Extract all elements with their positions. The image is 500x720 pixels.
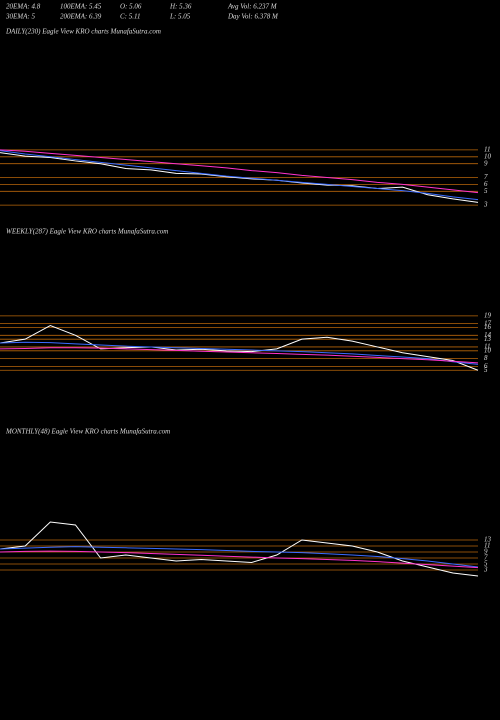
y-tick-label: 3	[483, 201, 488, 209]
y-tick-label: 11	[484, 343, 490, 351]
y-tick-label: 14	[484, 331, 492, 339]
y-tick-label: 7	[484, 173, 488, 181]
header-stat: 30EMA: 5	[5, 13, 35, 21]
series-line	[0, 546, 479, 568]
series-line	[0, 521, 479, 577]
y-tick-label: 10	[484, 346, 492, 354]
panel-title: DAILY(230) Eagle View KRO charts MunafaS…	[5, 28, 161, 36]
y-tick-label: 17	[484, 319, 492, 327]
y-tick-label: 7	[484, 554, 488, 562]
y-tick-label: 11	[484, 146, 490, 154]
y-tick-label: 3	[483, 566, 488, 574]
header-stat: H: 5.36	[169, 3, 192, 11]
header-stat: C: 5.11	[120, 13, 140, 21]
series-line	[0, 347, 479, 364]
y-tick-label: 13	[484, 536, 492, 544]
y-tick-label: 13	[484, 335, 492, 343]
header-stat: 100EMA: 5.45	[60, 3, 102, 11]
header-stat: O: 5.06	[120, 3, 142, 11]
series-line	[0, 341, 479, 365]
series-line	[0, 152, 479, 203]
y-tick-label: 19	[484, 311, 492, 319]
y-tick-label: 5	[484, 560, 488, 568]
y-tick-label: 9	[484, 159, 488, 167]
panel-title: WEEKLY(287) Eagle View KRO charts Munafa…	[6, 228, 168, 236]
y-tick-label: 10	[484, 152, 492, 160]
series-line	[0, 150, 479, 201]
header-stat: Day Vol: 6.378 M	[227, 13, 279, 21]
y-tick-label: 11	[484, 542, 490, 550]
series-line	[0, 149, 479, 194]
panel-title: MONTHLY(48) Eagle View KRO charts Munafa…	[5, 428, 170, 436]
y-tick-label: 9	[484, 548, 488, 556]
y-tick-label: 8	[484, 354, 488, 362]
header-stat: Avg Vol: 6.237 M	[227, 3, 278, 11]
y-tick-label: 6	[484, 362, 488, 370]
series-line	[0, 550, 479, 569]
header-stat: L: 5.05	[169, 13, 191, 21]
y-tick-label: 5	[484, 366, 488, 374]
series-line	[0, 325, 479, 371]
header-stat: 20EMA: 4.8	[6, 3, 41, 11]
y-tick-label: 16	[484, 323, 492, 331]
y-tick-label: 5	[484, 187, 488, 195]
header-stat: 200EMA: 6.39	[60, 13, 102, 21]
y-tick-label: 6	[484, 180, 488, 188]
